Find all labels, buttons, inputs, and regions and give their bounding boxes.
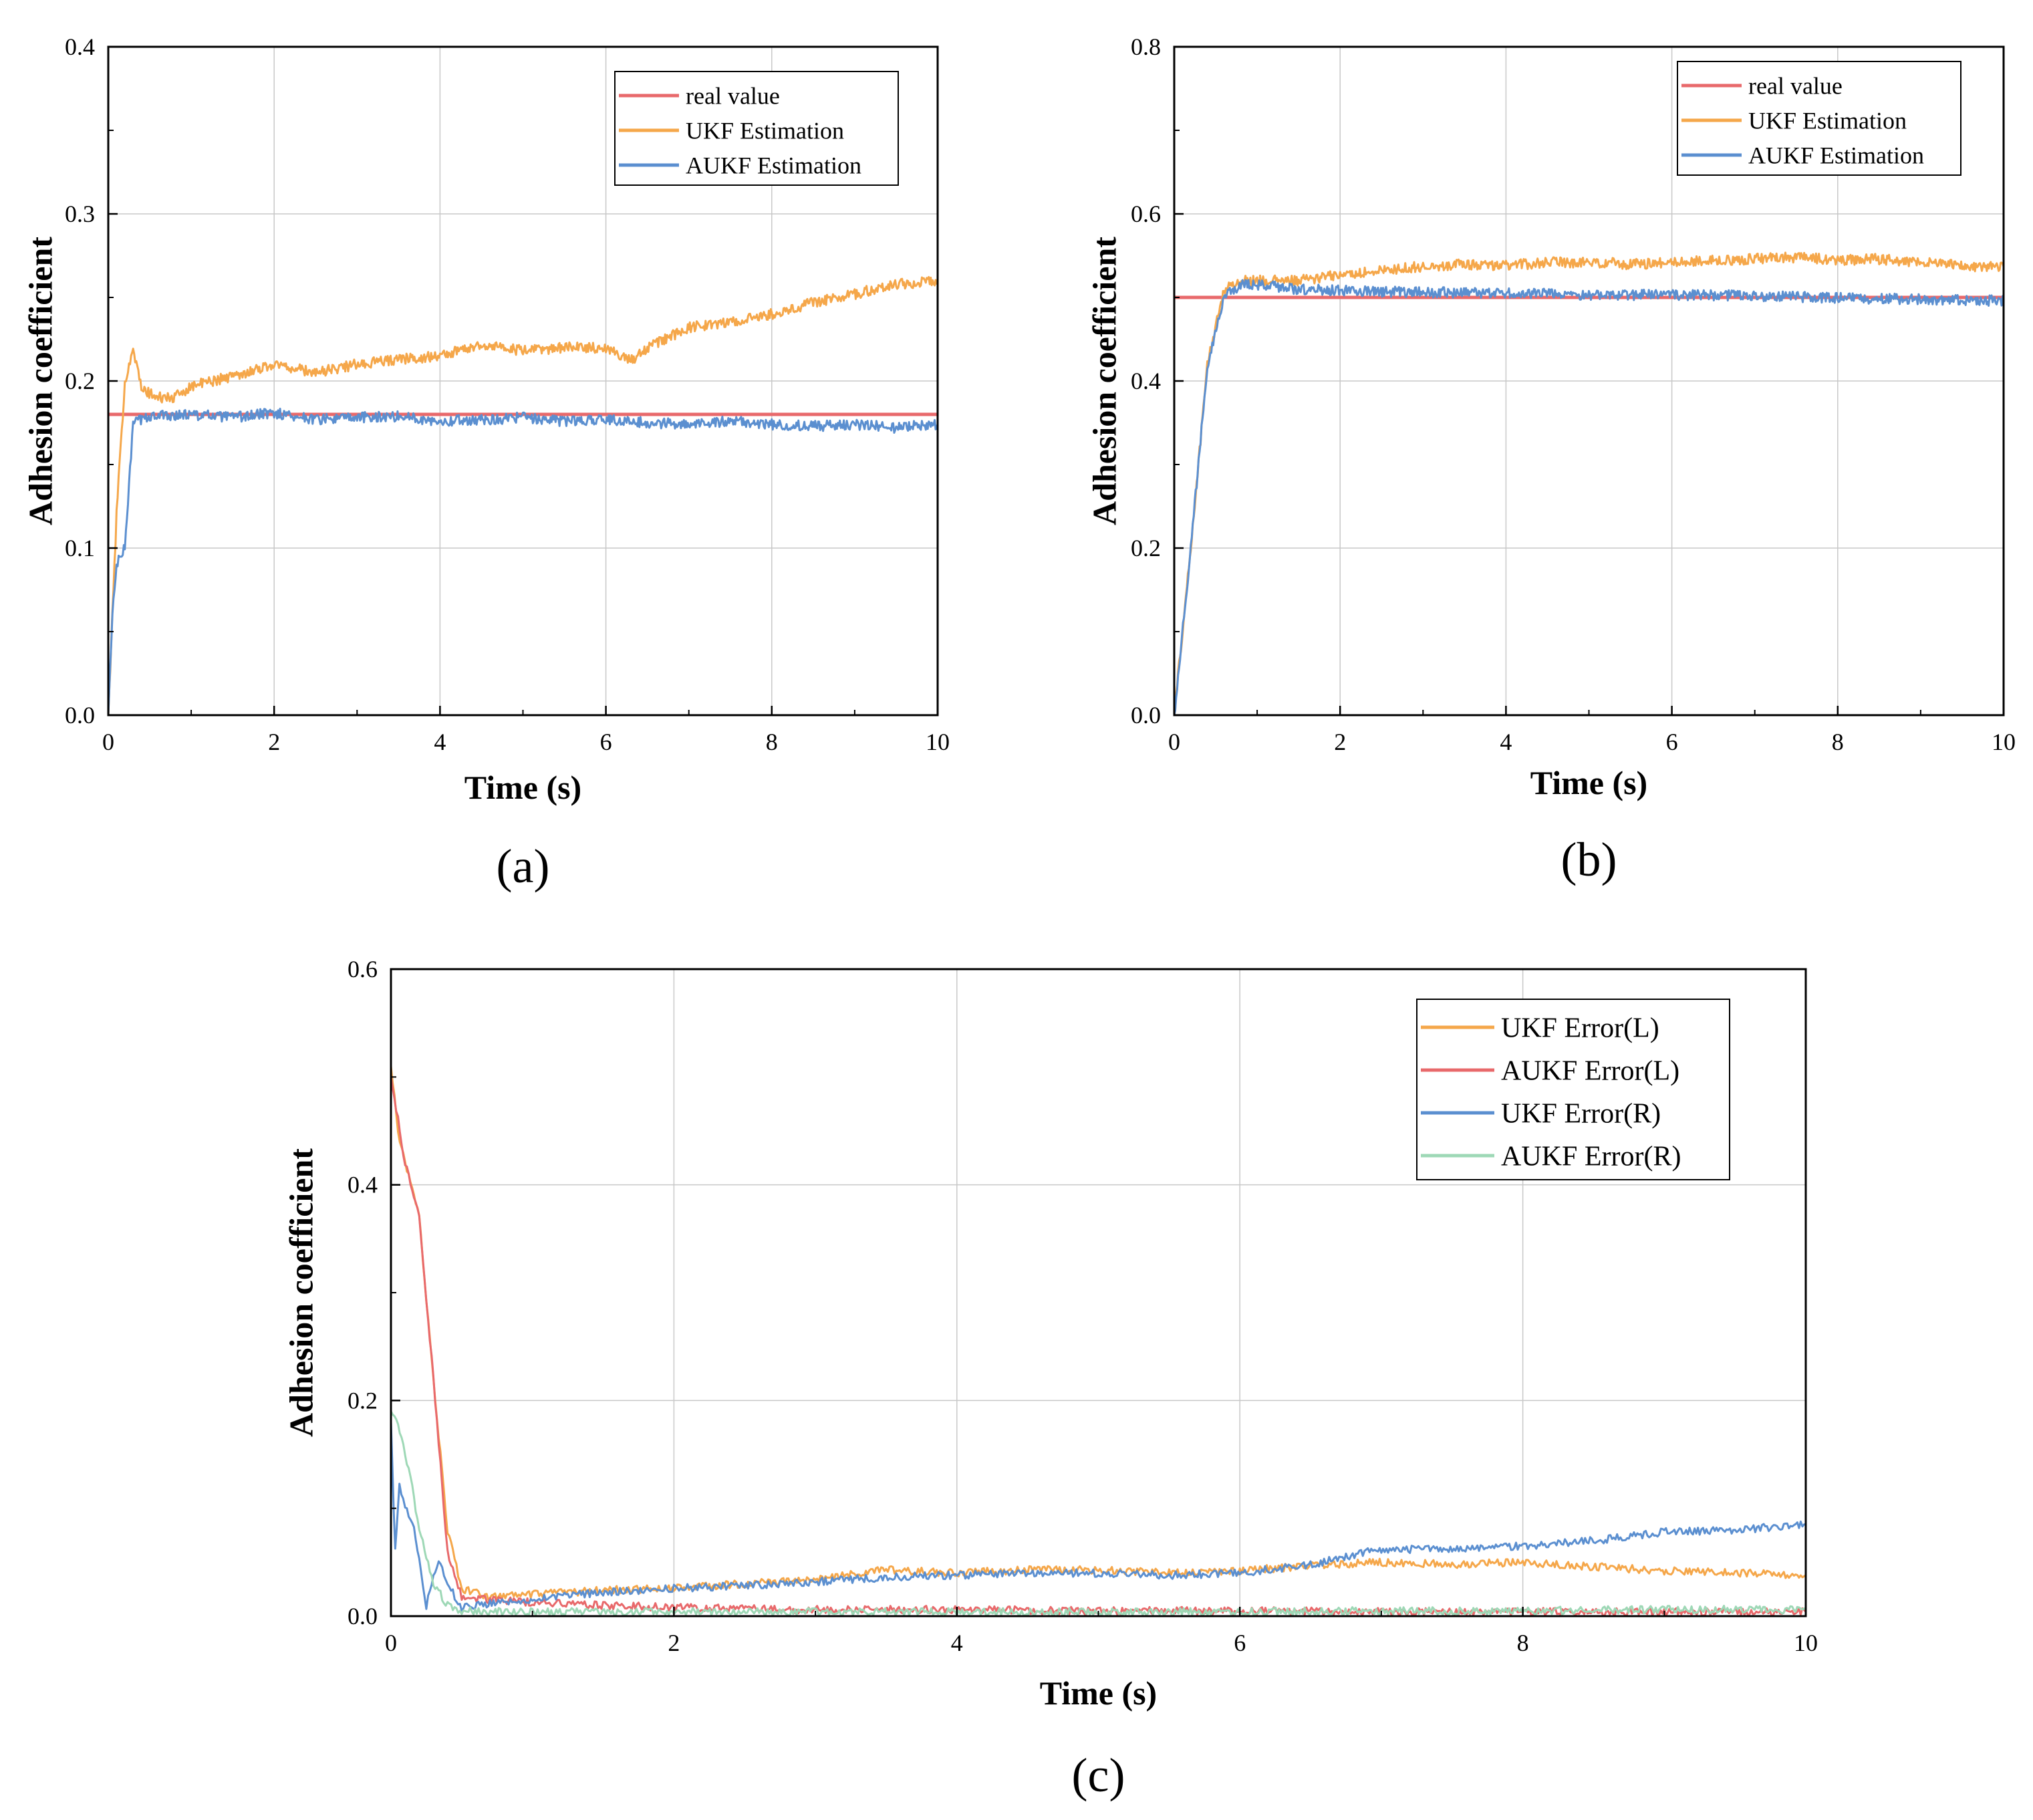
x-tick-label: 4 xyxy=(1500,729,1512,755)
x-tick-label: 8 xyxy=(766,729,778,755)
panel-c: 0 2 4 6 8 10 0.0 0.2 0.4 0.6 Time (s) Adhesion c… xyxy=(283,956,1818,1802)
series-layer-c xyxy=(391,1066,1806,1616)
y-tick-label: 0.2 xyxy=(348,1387,378,1414)
ticks-c xyxy=(390,968,1807,1617)
y-tick-label: 0.1 xyxy=(65,535,95,561)
legend-label: UKF Estimation xyxy=(686,118,844,144)
x-axis-title-c: Time (s) xyxy=(1040,1674,1157,1712)
panel-label-a: (a) xyxy=(497,839,550,893)
legend-box xyxy=(1416,999,1730,1180)
series-line-ukf-error-l xyxy=(391,1066,1806,1601)
grid-c xyxy=(391,969,1806,1616)
y-tick-label: 0.4 xyxy=(348,1172,378,1198)
y-tick-label: 0.0 xyxy=(1131,702,1161,729)
x-tick-label: 2 xyxy=(1334,729,1346,755)
x-tick-label: 0 xyxy=(102,729,114,755)
y-tick-label: 0.6 xyxy=(1131,201,1161,227)
series-layer-b xyxy=(1174,251,2004,715)
legend-b: real value UKF Estimation AUKF Estimation xyxy=(1677,61,1961,176)
y-tick-label: 0.4 xyxy=(1131,368,1161,394)
panel-b: 0 2 4 6 8 10 0.0 0.2 0.4 0.6 0.8 Time (s) Adhesio… xyxy=(1086,33,2016,886)
legend-label: AUKF Error(L) xyxy=(1501,1056,1679,1087)
x-tick-label: 6 xyxy=(1666,729,1678,755)
x-tick-labels-b: 0 2 4 6 8 10 xyxy=(1168,729,2016,755)
series-line-ukf-estimation xyxy=(108,275,938,715)
x-tick-label: 10 xyxy=(1992,729,2016,755)
legend-a: real value UKF Estimation AUKF Estimation xyxy=(614,71,899,186)
y-tick-label: 0.4 xyxy=(65,33,95,60)
x-tick-labels-c: 0 2 4 6 8 10 xyxy=(385,1630,1818,1656)
x-tick-labels-a: 0 2 4 6 8 10 xyxy=(102,729,950,755)
series-layer-a xyxy=(108,275,938,715)
legend-label: real value xyxy=(686,83,780,110)
y-tick-label: 0.3 xyxy=(65,201,95,227)
x-tick-label: 10 xyxy=(926,729,950,755)
x-axis-title-a: Time (s) xyxy=(464,769,581,806)
grid-a xyxy=(108,47,938,715)
y-axis-title-a: Adhesion coefficient xyxy=(22,237,59,525)
x-tick-label: 0 xyxy=(1168,729,1180,755)
legend-label: AUKF Estimation xyxy=(1748,142,1924,169)
series-line-aukf-estimation xyxy=(1174,279,2004,715)
y-tick-label: 0.0 xyxy=(348,1603,378,1630)
y-tick-labels-c: 0.0 0.2 0.4 0.6 xyxy=(348,956,378,1630)
ticks-a xyxy=(107,45,939,717)
series-line-aukf-estimation xyxy=(108,408,938,715)
legend-label: real value xyxy=(1748,73,1843,100)
panel-a: 0 2 4 6 8 10 0.0 0.1 0.2 0.3 0.4 Time (s) Adhesio… xyxy=(22,33,950,893)
y-tick-labels-b: 0.0 0.2 0.4 0.6 0.8 xyxy=(1131,33,1161,729)
series-line-aukf-error-r xyxy=(391,1410,1806,1616)
x-tick-label: 4 xyxy=(951,1630,963,1656)
x-tick-label: 0 xyxy=(385,1630,397,1656)
y-tick-label: 0.2 xyxy=(1131,535,1161,561)
panel-label-b: (b) xyxy=(1561,833,1617,886)
x-tick-label: 2 xyxy=(668,1630,680,1656)
x-tick-label: 2 xyxy=(268,729,280,755)
series-line-ukf-error-r xyxy=(391,1422,1806,1612)
y-tick-label: 0.6 xyxy=(348,956,378,983)
grid-b xyxy=(1174,47,2004,715)
x-tick-label: 6 xyxy=(1234,1630,1246,1656)
y-tick-label: 0.2 xyxy=(65,368,95,394)
panel-label-c: (c) xyxy=(1072,1748,1125,1802)
x-tick-label: 4 xyxy=(434,729,446,755)
legend-label: UKF Error(L) xyxy=(1501,1013,1659,1044)
legend-label: AUKF Error(R) xyxy=(1501,1142,1681,1172)
y-tick-label: 0.0 xyxy=(65,702,95,729)
legend-label: UKF Estimation xyxy=(1748,108,1907,134)
series-line-aukf-error-l xyxy=(391,1077,1806,1616)
x-axis-title-b: Time (s) xyxy=(1530,764,1647,801)
y-tick-labels-a: 0.0 0.1 0.2 0.3 0.4 xyxy=(65,33,95,729)
y-axis-title-b: Adhesion coefficient xyxy=(1086,237,1123,525)
x-tick-label: 8 xyxy=(1832,729,1844,755)
y-tick-label: 0.8 xyxy=(1131,33,1161,60)
x-tick-label: 8 xyxy=(1517,1630,1529,1656)
legend-c: UKF Error(L) AUKF Error(L) UKF Error(R) AUK… xyxy=(1416,999,1730,1180)
series-line-ukf-estimation xyxy=(1174,251,2004,715)
legend-label: AUKF Estimation xyxy=(686,152,861,179)
ticks-b xyxy=(1173,45,2005,717)
x-tick-label: 10 xyxy=(1794,1630,1818,1656)
x-tick-label: 6 xyxy=(600,729,612,755)
y-axis-title-c: Adhesion coefficient xyxy=(283,1148,320,1437)
legend-label: UKF Error(R) xyxy=(1501,1099,1661,1130)
